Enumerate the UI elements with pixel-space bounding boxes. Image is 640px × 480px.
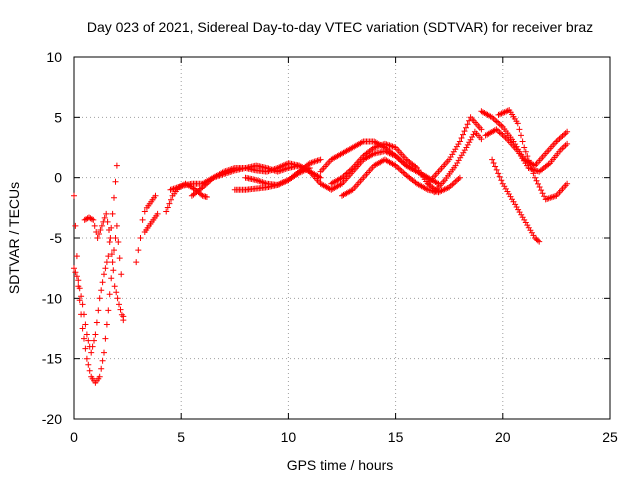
plus-markers [482,126,571,175]
series-track-14 [424,114,485,187]
y-axis-label: SDTVAR / TECUs [6,182,22,294]
plus-markers [71,192,127,386]
series-track-19 [489,156,543,245]
x-tick-labels: 0 5 10 15 20 25 [70,429,618,445]
series-track-4 [133,192,159,266]
y-tick-labels: -20 -15 -10 -5 0 5 10 [42,49,62,427]
chart-title: Day 023 of 2021, Sidereal Day-to-day VTE… [87,19,593,35]
x-tick-label: 20 [495,429,511,445]
series-track-18 [495,107,571,203]
series-track-15 [431,128,485,196]
y-tick-label: -5 [50,230,63,246]
x-tick-label: 15 [388,429,404,445]
grid-lines [74,57,610,419]
series-track-17 [482,126,571,175]
series-track-2 [71,162,120,356]
plus-markers [141,210,161,235]
plus-markers [489,156,543,245]
x-tick-label: 10 [281,429,297,445]
data-points [71,107,571,386]
plus-markers [133,192,159,266]
y-tick-label: -15 [42,351,62,367]
series-track-1 [71,192,127,386]
x-tick-label: 0 [70,429,78,445]
y-tick-label: 0 [54,170,62,186]
plus-markers [495,107,571,203]
series-track-3 [81,210,127,324]
series-track-5 [141,210,161,235]
y-tick-label: -20 [42,411,62,427]
axis-ticks [73,56,611,420]
y-tick-label: 5 [54,109,62,125]
plus-markers [431,128,485,196]
plus-markers [71,162,120,356]
plus-markers [242,156,324,188]
series-track-10 [242,156,324,188]
plus-markers [81,210,127,324]
plus-markers [424,114,485,187]
x-tick-label: 25 [602,429,618,445]
y-tick-label: 10 [46,49,62,65]
x-tick-label: 5 [177,429,185,445]
y-tick-label: -10 [42,290,62,306]
x-axis-label: GPS time / hours [287,457,394,473]
